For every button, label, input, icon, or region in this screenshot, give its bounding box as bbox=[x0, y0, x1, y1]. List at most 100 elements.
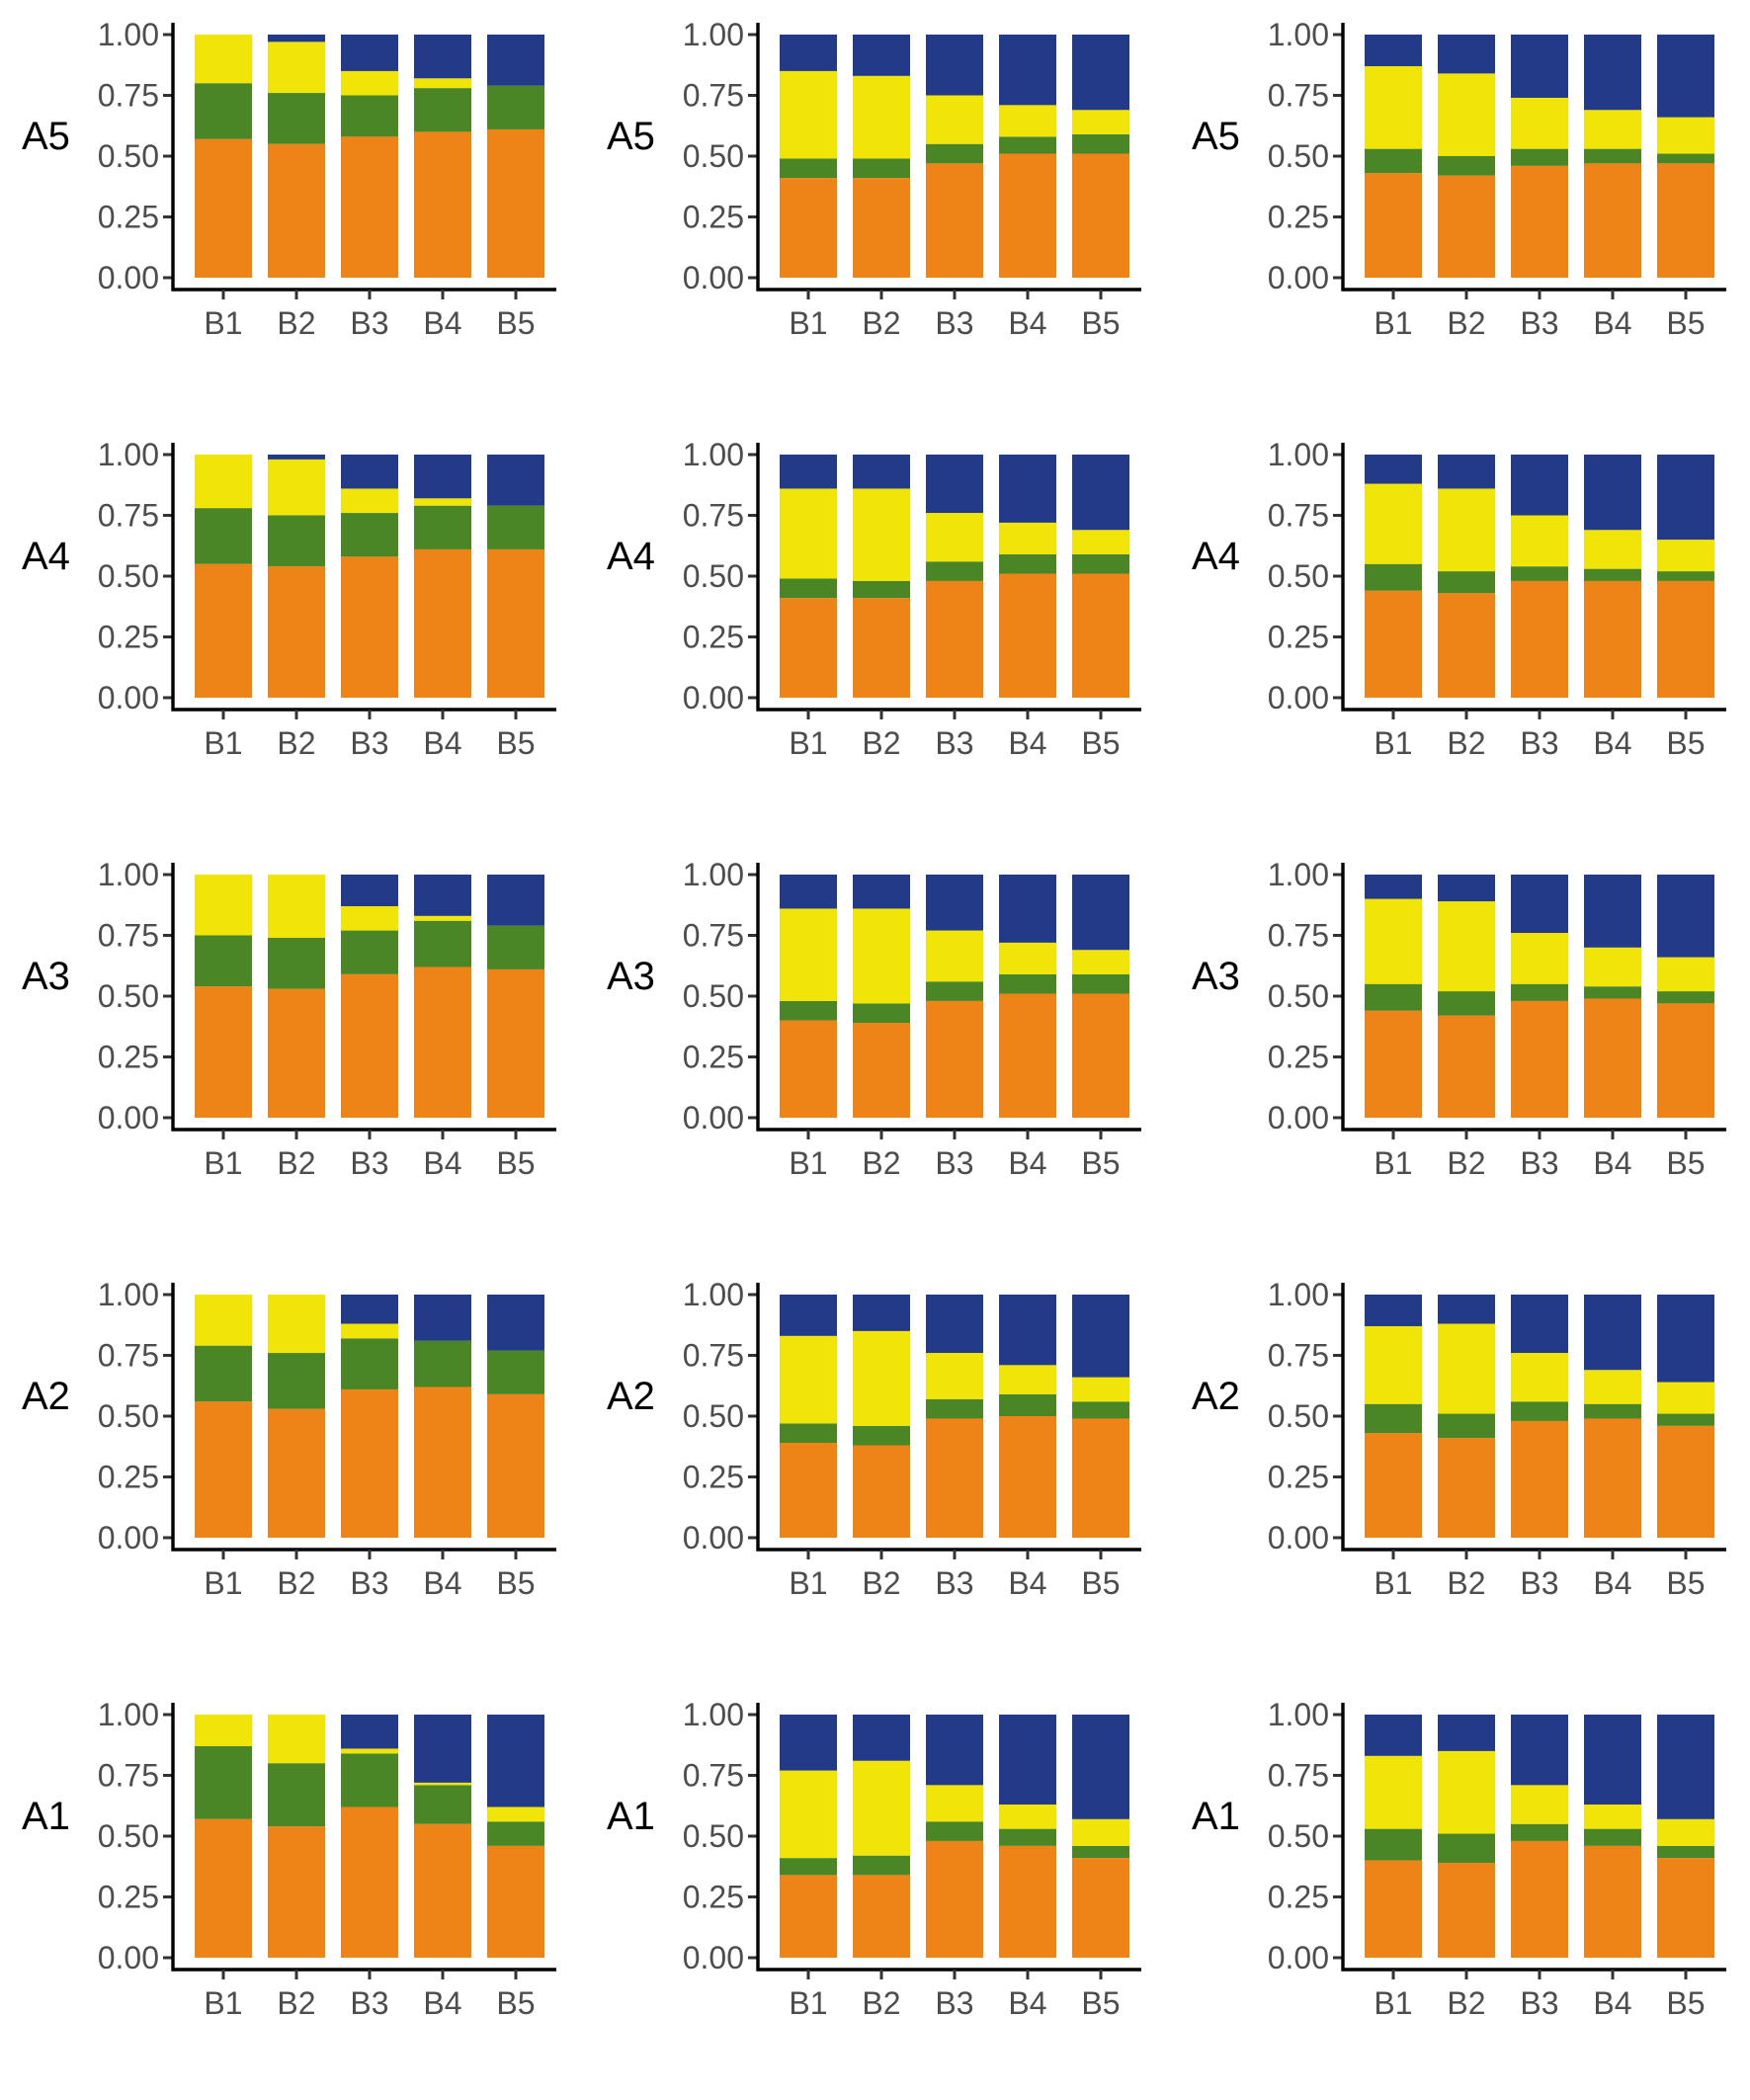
y-tick-label: 0.75 bbox=[98, 498, 159, 534]
y-tick-label: 0.25 bbox=[98, 1460, 159, 1495]
bar-segment-green bbox=[999, 136, 1056, 154]
bar-segment-yellow bbox=[1657, 1382, 1714, 1414]
bar-segment-orange bbox=[999, 1416, 1056, 1538]
bar-segment-yellow bbox=[195, 1715, 252, 1746]
y-tick-label: 0.00 bbox=[98, 1520, 159, 1555]
x-tick-label: B2 bbox=[277, 1145, 315, 1181]
bar-segment-yellow bbox=[341, 70, 398, 96]
bar-segment-green bbox=[414, 920, 471, 967]
bar-segment-orange bbox=[1438, 1015, 1495, 1118]
x-tick-label: B3 bbox=[350, 1985, 388, 2021]
bar-segment-yellow bbox=[1072, 1818, 1129, 1846]
bar-segment-orange bbox=[341, 1388, 398, 1538]
bar-segment-orange bbox=[341, 136, 398, 278]
bar-segment-orange bbox=[341, 556, 398, 698]
x-tick-label: B2 bbox=[1447, 725, 1485, 761]
bar-segment-orange bbox=[926, 1840, 983, 1958]
panel-a3-3: A3 0.00 0.25 0.50 0.75 1.00 B1 B2 B3 B4 B5 bbox=[1192, 857, 1726, 1181]
bar-segment-orange bbox=[853, 178, 910, 278]
bar-segment-yellow bbox=[1072, 110, 1129, 134]
x-tick-label: B1 bbox=[204, 305, 242, 341]
bar-segment-navy bbox=[1365, 35, 1422, 66]
bar-segment-navy bbox=[1584, 455, 1641, 531]
bar-segment-green bbox=[926, 561, 983, 581]
bar-segment-yellow bbox=[926, 95, 983, 144]
bar-segment-green bbox=[1511, 1401, 1568, 1421]
x-tick-label: B1 bbox=[1374, 305, 1412, 341]
bar-segment-navy bbox=[926, 35, 983, 96]
bar-segment-navy bbox=[853, 35, 910, 76]
bar-segment-orange bbox=[999, 573, 1056, 698]
bar-segment-navy bbox=[1072, 455, 1129, 531]
y-tick-label: 0.00 bbox=[98, 260, 159, 295]
y-tick-label: 0.75 bbox=[1268, 918, 1329, 954]
x-tick-label: B4 bbox=[1593, 1145, 1631, 1181]
bar-segment-orange bbox=[1657, 1003, 1714, 1118]
bar-segment-green bbox=[926, 1821, 983, 1841]
bar-segment-green bbox=[999, 1828, 1056, 1846]
bar-segment-yellow bbox=[1584, 947, 1641, 987]
bar-segment-yellow bbox=[1438, 73, 1495, 156]
bar-segment-navy bbox=[1072, 35, 1129, 111]
y-tick-label: 0.75 bbox=[1268, 1338, 1329, 1374]
bar-segment-navy bbox=[1584, 35, 1641, 111]
bar-segment-navy bbox=[780, 1295, 837, 1336]
y-tick-label: 0.25 bbox=[683, 200, 744, 235]
bar-segment-orange bbox=[999, 153, 1056, 278]
bar-segment-green bbox=[1438, 991, 1495, 1016]
bar-segment-green bbox=[999, 1393, 1056, 1416]
bar-segment-navy bbox=[414, 1715, 471, 1783]
row-label: A5 bbox=[607, 115, 655, 158]
x-tick-label: B2 bbox=[862, 1145, 900, 1181]
row-label: A4 bbox=[22, 535, 70, 578]
x-tick-label: B5 bbox=[1666, 725, 1705, 761]
x-tick-label: B2 bbox=[277, 1985, 315, 2021]
bar-segment-navy bbox=[1511, 875, 1568, 934]
bar-segment-orange bbox=[1438, 175, 1495, 278]
bar-segment-orange bbox=[487, 968, 544, 1118]
bar-segment-orange bbox=[487, 128, 544, 278]
bar-segment-navy bbox=[341, 875, 398, 906]
x-tick-label: B4 bbox=[1593, 1565, 1631, 1601]
bar-segment-yellow bbox=[1584, 110, 1641, 149]
y-tick-label: 0.50 bbox=[98, 1398, 159, 1434]
y-tick-label: 1.00 bbox=[98, 437, 159, 472]
x-tick-label: B2 bbox=[277, 305, 315, 341]
bar-segment-yellow bbox=[268, 1295, 325, 1354]
y-tick-label: 0.25 bbox=[683, 1040, 744, 1075]
bar-segment-navy bbox=[487, 455, 544, 506]
y-tick-label: 0.00 bbox=[1268, 1940, 1329, 1975]
axis-lines bbox=[756, 1283, 1141, 1552]
bar-segment-navy bbox=[341, 1715, 398, 1749]
bar-segment-yellow bbox=[1657, 117, 1714, 154]
bar-segment-yellow bbox=[268, 1715, 325, 1764]
bar-segment-yellow bbox=[268, 42, 325, 94]
bar-segment-yellow bbox=[414, 498, 471, 506]
bar-segment-orange bbox=[487, 1845, 544, 1958]
bar-segment-green bbox=[1365, 148, 1422, 174]
bar-segment-navy bbox=[1438, 1715, 1495, 1751]
bar-segment-green bbox=[853, 580, 910, 599]
x-tick-label: B3 bbox=[350, 1565, 388, 1601]
x-tick-label: B1 bbox=[204, 1565, 242, 1601]
x-tick-label: B4 bbox=[1008, 1985, 1046, 2021]
bar-segment-green bbox=[1438, 1413, 1495, 1439]
bar-segment-green bbox=[853, 158, 910, 179]
x-tick-label: B2 bbox=[862, 725, 900, 761]
x-tick-label: B2 bbox=[1447, 1145, 1485, 1181]
bar-segment-yellow bbox=[195, 455, 252, 509]
x-tick-label: B3 bbox=[1520, 1145, 1558, 1181]
y-tick-label: 0.00 bbox=[683, 260, 744, 295]
bar-segment-green bbox=[926, 143, 983, 164]
bar-segment-green bbox=[1584, 1403, 1641, 1419]
bar-segment-orange bbox=[1072, 1858, 1129, 1958]
bar-segment-orange bbox=[341, 973, 398, 1118]
bar-segment-green bbox=[1438, 156, 1495, 176]
bar-segment-navy bbox=[1584, 875, 1641, 948]
bar-segment-green bbox=[1657, 571, 1714, 581]
bar-segment-orange bbox=[268, 988, 325, 1118]
y-tick-label: 0.75 bbox=[683, 78, 744, 114]
bar-segment-green bbox=[414, 1785, 471, 1824]
x-tick-label: B3 bbox=[350, 1145, 388, 1181]
bar-segment-yellow bbox=[926, 513, 983, 562]
